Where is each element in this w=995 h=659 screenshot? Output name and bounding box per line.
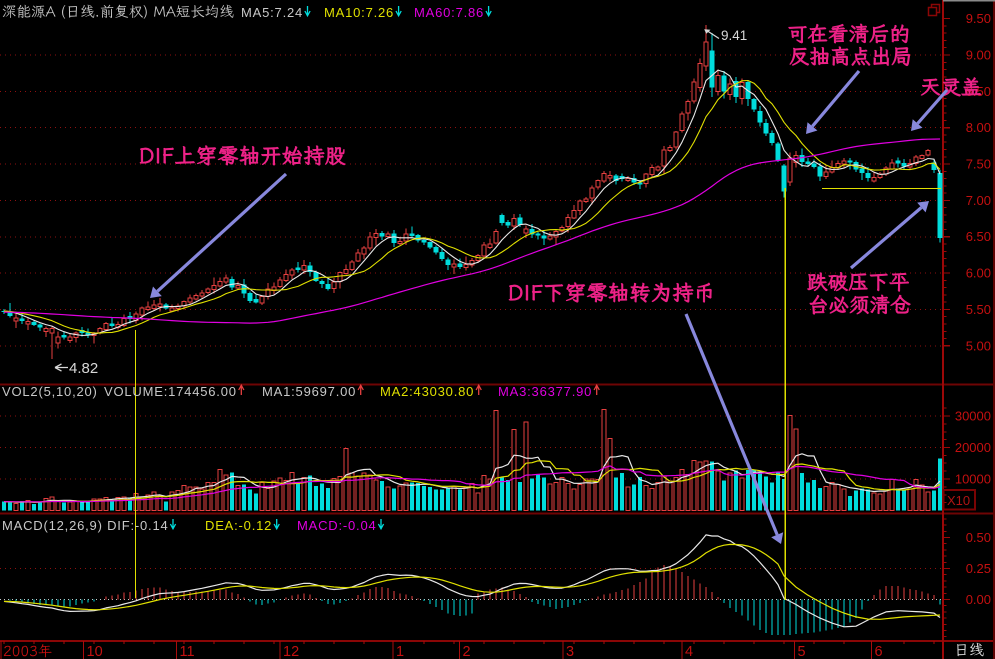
svg-text:0.25: 0.25 [966,561,991,576]
svg-text:10000: 10000 [955,472,991,487]
svg-text:7.50: 7.50 [966,157,991,172]
svg-text:9.00: 9.00 [966,48,991,63]
svg-text:11: 11 [180,644,195,659]
svg-text:DEA:-0.12: DEA:-0.12 [205,518,272,533]
svg-text:1: 1 [396,644,404,659]
svg-text:X10: X10 [947,493,970,508]
svg-text:5.50: 5.50 [966,302,991,317]
svg-text:4.82: 4.82 [69,360,98,377]
svg-text:MACD(12,26,9) DIF:-0.14: MACD(12,26,9) DIF:-0.14 [2,518,169,533]
svg-text:9.50: 9.50 [966,11,991,26]
svg-text:MA1:59697.00: MA1:59697.00 [262,384,356,399]
svg-text:MA2:43030.80: MA2:43030.80 [380,384,474,399]
svg-text:MA60:7.86: MA60:7.86 [414,5,484,20]
svg-text:2: 2 [463,644,471,659]
svg-text:VOL2(5,10,20): VOL2(5,10,20) [2,384,98,399]
svg-text:6.00: 6.00 [966,266,991,281]
svg-text:30000: 30000 [955,409,991,424]
svg-text:VOLUME:174456.00: VOLUME:174456.00 [104,384,237,399]
svg-text:MA5:7.24: MA5:7.24 [241,5,303,20]
svg-text:10: 10 [87,644,103,659]
svg-text:4: 4 [685,644,693,659]
svg-text:MA3:36377.90: MA3:36377.90 [498,384,592,399]
svg-text:12: 12 [283,644,299,659]
svg-text:5: 5 [798,644,806,659]
svg-text:9.41: 9.41 [721,28,747,43]
svg-text:8.00: 8.00 [966,120,991,135]
svg-text:MACD:-0.04: MACD:-0.04 [297,518,377,533]
svg-text:6.50: 6.50 [966,229,991,244]
svg-text:MA10:7.26: MA10:7.26 [324,5,394,20]
svg-text:3: 3 [566,644,574,659]
svg-text:6: 6 [875,644,883,659]
svg-text:20000: 20000 [955,440,991,455]
svg-text:0.00: 0.00 [966,592,991,607]
svg-text:5.00: 5.00 [966,338,991,353]
svg-text:7.00: 7.00 [966,193,991,208]
svg-text:0.50: 0.50 [966,530,991,545]
